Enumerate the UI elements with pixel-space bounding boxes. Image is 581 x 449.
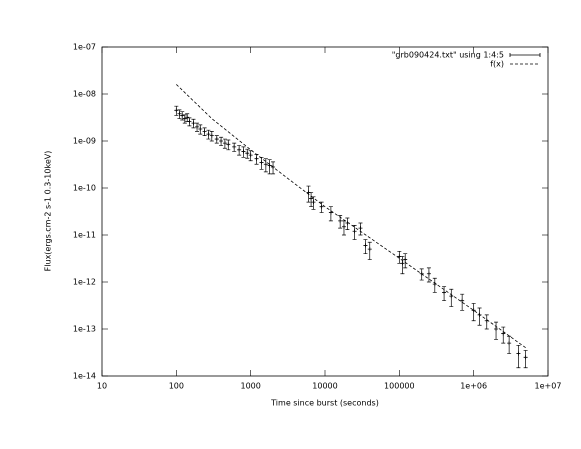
y-tick-label: 1e-08 (73, 90, 96, 99)
error-bar (516, 344, 521, 369)
plot-frame (101, 46, 549, 377)
data-point (195, 124, 200, 129)
x-tick-label: 100 (169, 382, 184, 391)
data-point (352, 229, 357, 234)
data-point (187, 119, 192, 124)
data-point (202, 129, 207, 134)
x-tick-label: 1000 (240, 382, 260, 391)
legend-label: "grb090424.txt" using 1:4:5 (392, 51, 504, 60)
y-tick-label: 1e-12 (73, 278, 96, 287)
data-point (363, 243, 368, 248)
data-point (232, 144, 237, 149)
legend-label: f(x) (490, 60, 504, 69)
data-point (191, 121, 196, 126)
data-point (222, 141, 227, 146)
x-tick-label: 100000 (384, 382, 415, 391)
data-point (309, 196, 314, 201)
data-point (206, 132, 211, 137)
data-point (341, 224, 346, 229)
data-point (245, 151, 250, 156)
y-tick-label: 1e-10 (73, 184, 96, 193)
x-tick-label: 1e+07 (535, 382, 562, 391)
data-point (367, 247, 372, 252)
fit-line (176, 84, 526, 349)
x-tick-label: 1e+06 (460, 382, 487, 391)
y-tick-label: 1e-09 (73, 137, 96, 146)
data-point (198, 127, 203, 132)
data-point (426, 271, 431, 276)
data-point (501, 331, 506, 336)
data-point (226, 142, 231, 147)
data-point (182, 116, 187, 121)
data-point (241, 149, 246, 154)
data-point (180, 113, 185, 118)
data-point (311, 200, 316, 205)
data-point (516, 351, 521, 356)
data-point (471, 308, 476, 313)
data-point (358, 226, 363, 231)
data-point (174, 108, 179, 113)
x-tick-label: 10 (97, 382, 107, 391)
data-point (319, 204, 324, 209)
y-axis-label: Flux(ergs.cm-2 s-1 0.3-10keV) (44, 151, 53, 272)
data-point (460, 298, 465, 303)
data-point (403, 257, 408, 262)
data-point (237, 147, 242, 152)
data-point (338, 218, 343, 223)
y-tick-label: 1e-13 (73, 325, 96, 334)
data-point (263, 162, 268, 167)
data-point (442, 290, 447, 295)
legend-swatch (509, 53, 541, 57)
x-axis-label: Time since burst (seconds) (270, 399, 379, 408)
data-point (259, 160, 264, 165)
data-point (209, 133, 214, 138)
data-point (254, 156, 259, 161)
data-point (177, 111, 182, 116)
x-tick-label: 10000 (312, 382, 337, 391)
data-point (507, 341, 512, 346)
y-tick-label: 1e-14 (73, 372, 96, 381)
data-point (185, 115, 190, 120)
data-point (219, 139, 224, 143)
y-tick-label: 1e-11 (73, 231, 96, 240)
data-point (523, 355, 528, 360)
y-tick-label: 1e-07 (73, 43, 96, 52)
data-point (494, 327, 499, 331)
data-point (400, 261, 405, 266)
data-point (248, 153, 253, 158)
data-point (214, 137, 219, 142)
